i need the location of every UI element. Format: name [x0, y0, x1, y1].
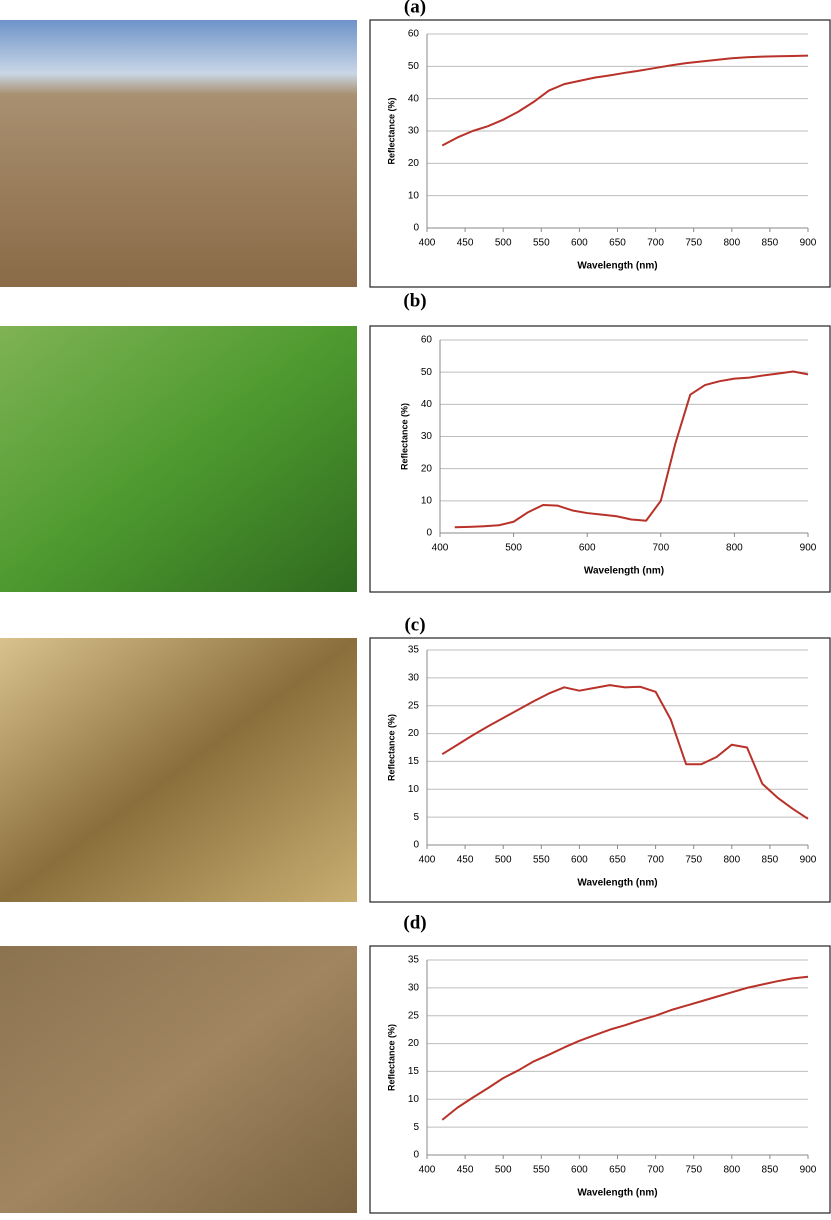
panel-label: (a) [404, 0, 426, 17]
y-axis-label: Reflectance (%) [386, 714, 396, 781]
x-axis-label: Wavelength (nm) [584, 566, 664, 577]
x-tick-label: 400 [432, 543, 449, 554]
x-axis-label: Wavelength (nm) [577, 261, 657, 272]
data-line [441, 54, 809, 147]
x-tick-label: 850 [762, 238, 779, 249]
y-tick-label: 0 [413, 840, 419, 851]
x-tick-label: 850 [762, 1165, 779, 1176]
y-tick-label: 20 [408, 158, 420, 169]
x-tick-label: 450 [457, 238, 474, 249]
y-tick-label: 25 [408, 700, 420, 711]
x-tick-label: 400 [419, 855, 436, 866]
x-tick-label: 500 [505, 543, 522, 554]
x-tick-label: 550 [533, 238, 550, 249]
x-axis-label: Wavelength (nm) [577, 1188, 657, 1199]
y-tick-label: 35 [408, 955, 420, 966]
y-tick-label: 0 [413, 223, 419, 234]
x-tick-label: 800 [723, 855, 740, 866]
chart-frame [369, 19, 831, 288]
y-tick-label: 5 [413, 1122, 419, 1133]
y-tick-label: 5 [413, 812, 419, 823]
x-tick-label: 700 [647, 238, 664, 249]
chart-frame [369, 945, 831, 1214]
x-tick-label: 550 [533, 1165, 550, 1176]
photo [0, 20, 357, 287]
y-tick-label: 30 [421, 431, 433, 442]
x-tick-label: 750 [685, 855, 702, 866]
y-tick-label: 50 [421, 367, 433, 378]
x-tick-label: 700 [647, 855, 664, 866]
x-axis-label: Wavelength (nm) [577, 878, 657, 889]
x-tick-label: 750 [685, 238, 702, 249]
panel-label: (d) [403, 912, 426, 933]
x-tick-label: 850 [762, 855, 779, 866]
x-tick-label: 750 [685, 1165, 702, 1176]
panel-label: (b) [403, 290, 426, 311]
y-tick-label: 10 [408, 784, 420, 795]
photo [0, 638, 357, 902]
y-tick-label: 20 [408, 1038, 420, 1049]
y-tick-label: 30 [408, 126, 420, 137]
y-tick-label: 10 [408, 1094, 420, 1105]
panel-label: (c) [404, 614, 425, 635]
y-tick-label: 0 [426, 528, 432, 539]
y-tick-label: 10 [421, 495, 433, 506]
x-tick-label: 400 [419, 238, 436, 249]
x-tick-label: 700 [652, 543, 669, 554]
x-tick-label: 650 [609, 855, 626, 866]
y-tick-label: 15 [408, 1066, 420, 1077]
x-tick-label: 400 [419, 1165, 436, 1176]
data-line [454, 370, 809, 529]
data-line [441, 975, 809, 1121]
x-tick-label: 650 [609, 1165, 626, 1176]
x-tick-label: 800 [726, 543, 743, 554]
photo [0, 326, 357, 592]
y-tick-label: 40 [421, 399, 433, 410]
photo [0, 946, 357, 1213]
x-tick-label: 600 [579, 543, 596, 554]
x-tick-label: 450 [457, 855, 474, 866]
x-tick-label: 500 [495, 855, 512, 866]
y-tick-label: 60 [421, 335, 433, 346]
y-tick-label: 50 [408, 61, 420, 72]
y-axis-label: Reflectance (%) [386, 1024, 396, 1091]
x-tick-label: 500 [495, 1165, 512, 1176]
x-tick-label: 700 [647, 1165, 664, 1176]
y-tick-label: 30 [408, 672, 420, 683]
chart-frame [369, 637, 831, 903]
x-tick-label: 900 [800, 543, 817, 554]
x-tick-label: 900 [800, 855, 817, 866]
x-tick-label: 900 [800, 1165, 817, 1176]
x-tick-label: 600 [571, 238, 588, 249]
y-tick-label: 30 [408, 982, 420, 993]
data-line [441, 684, 809, 820]
x-tick-label: 550 [533, 855, 550, 866]
y-tick-label: 20 [408, 728, 420, 739]
y-tick-label: 20 [421, 463, 433, 474]
y-tick-label: 40 [408, 93, 420, 104]
y-axis-label: Reflectance (%) [399, 403, 409, 470]
chart-frame [369, 325, 831, 593]
x-tick-label: 900 [800, 238, 817, 249]
x-tick-label: 800 [723, 238, 740, 249]
x-tick-label: 600 [571, 1165, 588, 1176]
y-axis-label: Reflectance (%) [386, 97, 396, 164]
x-tick-label: 650 [609, 238, 626, 249]
x-tick-label: 500 [495, 238, 512, 249]
y-tick-label: 25 [408, 1010, 420, 1021]
x-tick-label: 450 [457, 1165, 474, 1176]
x-tick-label: 600 [571, 855, 588, 866]
x-tick-label: 800 [723, 1165, 740, 1176]
y-tick-label: 10 [408, 190, 420, 201]
y-tick-label: 35 [408, 645, 420, 656]
y-tick-label: 60 [408, 29, 420, 40]
y-tick-label: 0 [413, 1150, 419, 1161]
y-tick-label: 15 [408, 756, 420, 767]
